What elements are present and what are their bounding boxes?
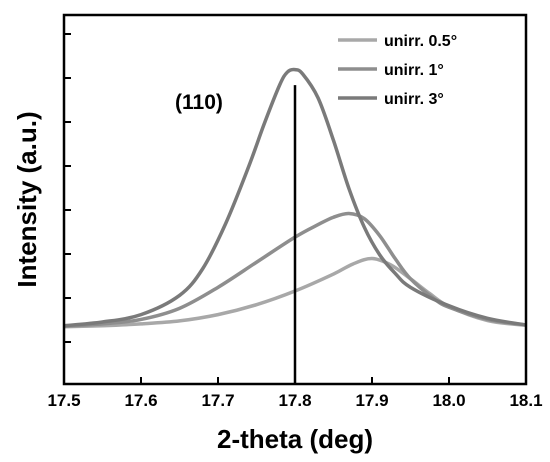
x-axis-ticks: 17.5 17.6 17.7 17.8 17.9 18.0 18.1 [47,377,543,410]
x-tick-label: 17.5 [47,391,80,410]
legend-label-2: unirr. 1° [384,62,444,79]
legend-label-3: unirr. 3° [384,91,444,108]
x-axis-title: 2-theta (deg) [217,424,373,454]
series-curves [63,67,527,329]
x-tick-label: 17.6 [124,391,157,410]
x-tick-label: 18.1 [509,391,542,410]
y-axis-title: Intensity (a.u.) [12,111,42,287]
legend: unirr. 0.5° unirr. 1° unirr. 3° [338,33,457,108]
peak-annotation: (110) [175,85,297,384]
x-tick-label: 17.7 [201,391,234,410]
legend-label-1: unirr. 0.5° [384,33,457,50]
x-tick-label: 18.0 [432,391,465,410]
peak-label: (110) [175,91,223,114]
series-line-3 [63,67,527,328]
x-tick-label: 17.9 [355,391,388,410]
y-axis-ticks [64,33,71,343]
x-tick-label: 17.8 [278,391,311,410]
